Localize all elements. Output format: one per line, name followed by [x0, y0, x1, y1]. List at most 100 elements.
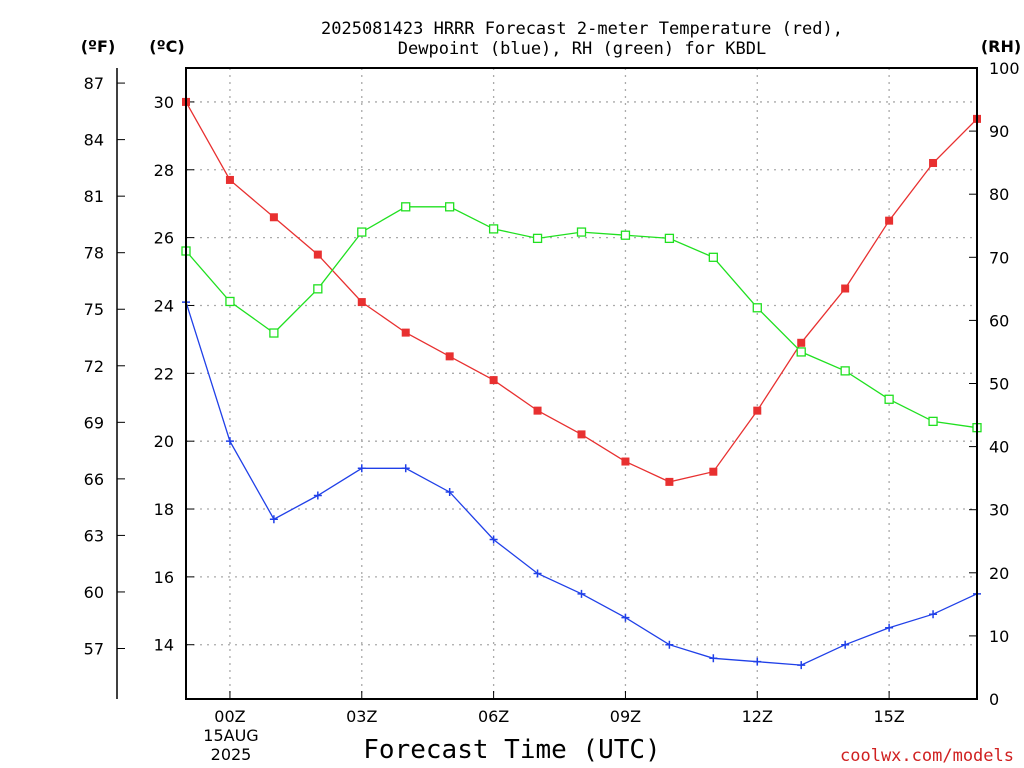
- temperature-point: [489, 376, 498, 385]
- temperature-point: [665, 477, 674, 486]
- rh-point: [313, 284, 323, 294]
- fahrenheit-tick-label: 81: [84, 187, 104, 206]
- celsius-tick-label: 14: [154, 636, 174, 655]
- rh-tick-label: 20: [989, 564, 1009, 583]
- rh-point: [752, 303, 762, 313]
- temperature-point: [841, 284, 850, 293]
- rh-tick-label: 40: [989, 438, 1009, 457]
- rh-axis: 0 10 20 30 40 50 60 70 80 90 100: [969, 59, 1020, 709]
- temperature-point: [885, 216, 894, 225]
- celsius-tick-label: 28: [154, 161, 174, 180]
- time-tick-label: 15Z: [873, 707, 904, 726]
- fahrenheit-tick-label: 87: [84, 74, 104, 93]
- x-axis-title: Forecast Time (UTC): [363, 735, 660, 765]
- fahrenheit-tick-label: 57: [84, 639, 104, 658]
- rh-point: [401, 202, 411, 212]
- dewpoint-point: [401, 464, 410, 473]
- temperature-point: [797, 338, 806, 347]
- time-tick-label: 06Z: [478, 707, 509, 726]
- rh-tick-label: 80: [989, 185, 1009, 204]
- temperature-point: [929, 158, 938, 167]
- rh-point: [708, 252, 718, 262]
- celsius-tick-label: 20: [154, 432, 174, 451]
- dewpoint-point: [709, 654, 718, 663]
- rh-point: [928, 416, 938, 427]
- celsius-axis: 14 16 18 20 22 24 26 28 30: [154, 93, 194, 655]
- dewpoint-point: [753, 657, 762, 666]
- rh-tick-label: 100: [989, 59, 1020, 78]
- rh-line: [185, 206, 978, 429]
- rh-tick-label: 60: [989, 311, 1009, 330]
- dewpoint-point: [357, 464, 366, 473]
- rh-point: [840, 366, 850, 376]
- rh-point: [884, 394, 894, 404]
- rh-point: [357, 227, 367, 237]
- credit-label: coolwx.com/models: [840, 746, 1014, 766]
- fahrenheit-unit-label: (ºF): [81, 37, 116, 56]
- date-label-line2: 2025: [211, 745, 252, 764]
- fahrenheit-tick-label: 69: [84, 413, 104, 432]
- fahrenheit-tick-label: 75: [84, 300, 104, 319]
- fahrenheit-tick-label: 63: [84, 526, 104, 545]
- rh-point: [445, 202, 455, 212]
- fahrenheit-tick-label: 60: [84, 583, 104, 602]
- temperature-point: [313, 250, 322, 259]
- dewpoint-line: [185, 301, 978, 666]
- temperature-line: [185, 101, 978, 483]
- dewpoint-point: [533, 569, 542, 578]
- rh-point: [488, 224, 499, 234]
- celsius-tick-label: 30: [154, 93, 174, 112]
- chart-title-line1: 2025081423 HRRR Forecast 2-meter Tempera…: [321, 19, 843, 39]
- temperature-point: [357, 298, 366, 307]
- celsius-tick-label: 24: [154, 296, 174, 315]
- celsius-tick-label: 22: [154, 364, 174, 383]
- dewpoint-point: [621, 613, 630, 622]
- dewpoint-point: [929, 610, 938, 619]
- dewpoint-point: [445, 488, 454, 497]
- temperature-point: [533, 406, 542, 415]
- time-tick-label: 00Z: [214, 707, 245, 726]
- dewpoint-point: [269, 515, 278, 524]
- fahrenheit-tick-label: 78: [84, 244, 104, 263]
- celsius-tick-label: 18: [154, 500, 174, 519]
- temperature-point: [445, 352, 454, 361]
- temperature-point: [401, 328, 410, 337]
- fahrenheit-tick-label: 84: [84, 131, 104, 150]
- dewpoint-point: [665, 640, 674, 649]
- temperature-point: [225, 175, 234, 184]
- time-tick-label: 03Z: [346, 707, 377, 726]
- celsius-tick-label: 16: [154, 568, 174, 587]
- rh-point: [225, 296, 235, 307]
- fahrenheit-tick-label: 72: [84, 357, 104, 376]
- fahrenheit-axis: 57 60 63 66 69 72 75 78 81 84 87: [84, 68, 125, 699]
- time-tick-label: 09Z: [610, 707, 641, 726]
- dewpoint-point: [577, 589, 586, 598]
- temperature-point: [269, 213, 278, 222]
- dewpoint-point: [885, 623, 894, 632]
- rh-tick-label: 70: [989, 248, 1009, 267]
- dewpoint-point: [489, 535, 498, 544]
- date-label-line1: 15AUG: [203, 726, 258, 745]
- dewpoint-point: [313, 491, 322, 500]
- rh-tick-label: 90: [989, 122, 1009, 141]
- series-layer: [181, 97, 982, 670]
- rh-tick-label: 0: [989, 690, 999, 709]
- rh-point: [796, 347, 806, 357]
- rh-point: [269, 328, 279, 338]
- celsius-tick-label: 26: [154, 229, 174, 248]
- temperature-point: [621, 457, 630, 466]
- celsius-unit-label: (ºC): [149, 37, 184, 56]
- rh-tick-label: 10: [989, 627, 1009, 646]
- temperature-point: [577, 430, 586, 439]
- time-tick-label: 12Z: [742, 707, 773, 726]
- dewpoint-point: [841, 640, 850, 649]
- temperature-point: [753, 406, 762, 415]
- rh-point: [532, 233, 543, 244]
- rh-tick-label: 50: [989, 375, 1009, 394]
- rh-tick-label: 30: [989, 501, 1009, 520]
- temperature-point: [709, 467, 718, 476]
- dewpoint-point: [225, 437, 234, 446]
- rh-point: [576, 227, 587, 237]
- rh-point: [664, 233, 675, 244]
